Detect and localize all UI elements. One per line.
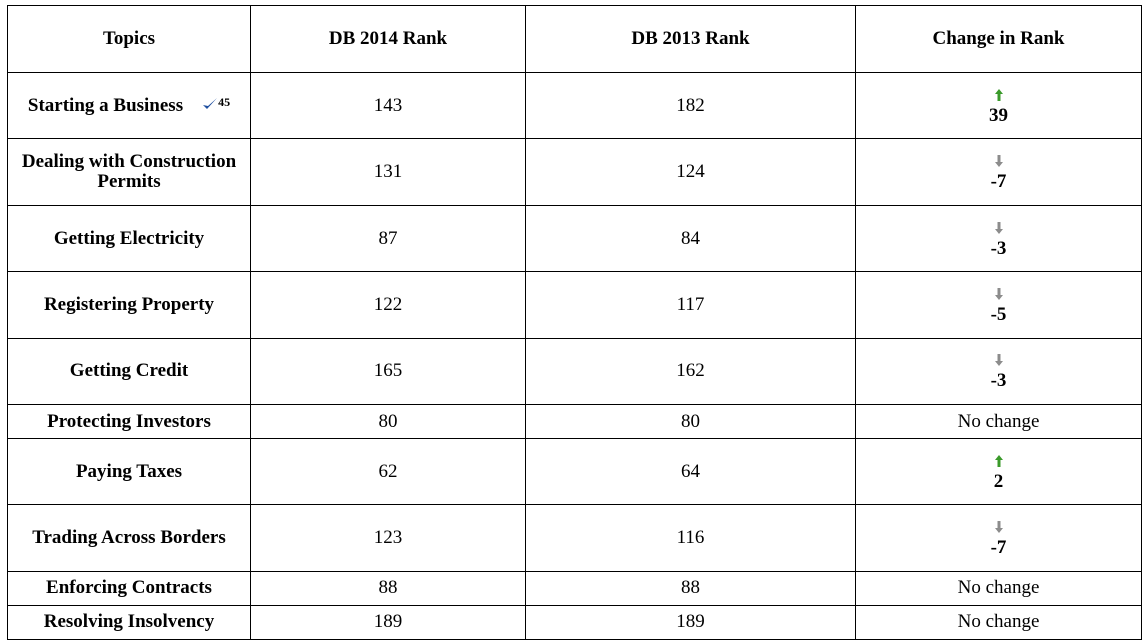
db2014-cell: 80 [250,404,526,440]
arrow [994,221,1003,234]
change-cell: 39 [855,71,1142,140]
up-arrow [994,454,1003,467]
table-row: Getting Credit 165 162 -3 [7,337,1142,406]
down-arrow [994,287,1003,300]
db2013-cell: 162 [525,337,856,406]
db2014-cell: 62 [250,438,526,506]
table-row: Getting Electricity 87 84 -3 [7,204,1142,273]
arrow [994,155,1003,168]
topic: Dealing with Construction Permits [21,151,237,193]
table-row: Trading Across Borders 123 116 -7 [7,504,1142,572]
db2013-cell: 64 [525,438,856,506]
change-value: -7 [990,171,1007,193]
change-cell: -7 [855,138,1142,206]
arrow [994,88,1003,101]
db2014-cell: 143 [250,71,526,140]
topic: Getting Credit [69,360,189,382]
change-value: No change [957,410,1040,432]
table-row: Protecting Investors 80 80 No change [7,404,1142,440]
topic-cell: Getting Electricity [7,204,251,273]
topic-cell: Getting Credit [7,337,251,406]
change-value: -5 [990,303,1007,325]
change-value: No change [957,611,1040,633]
topic: Resolving Insolvency [43,611,215,633]
check-mark [203,97,218,109]
header-row: Topics DB 2014 Rank DB 2013 Rank Change in … [7,5,1142,73]
change-value: 2 [993,470,1004,492]
rank-table: Topics DB 2014 Rank DB 2013 Rank Change in … [7,5,1142,641]
column-header: Change in Rank [855,5,1142,73]
change-cell: No change [855,604,1142,641]
db2014-cell: 87 [250,204,526,273]
topic-cell: Trading Across Borders [7,504,251,572]
db2014-cell: 131 [250,138,526,206]
table-row: Resolving Insolvency 189 189 No change [7,604,1142,641]
db2014-cell: 189 [250,604,526,641]
topic: Trading Across Borders [32,527,226,549]
column-header: DB 2013 Rank [525,5,856,73]
arrow [994,454,1003,467]
db2014-cell: 122 [250,271,526,339]
table-body: Starting a Business 45 143 182 39 Dealing wi… [7,71,1142,641]
db2013-cell: 84 [525,204,856,273]
topic: Starting a Business [27,94,184,116]
db2013-cell: 189 [525,604,856,641]
db2013-cell: 117 [525,271,856,339]
column-header: DB 2014 Rank [250,5,526,73]
change-value: No change [957,577,1040,599]
change-cell: -3 [855,204,1142,273]
table-row: Enforcing Contracts 88 88 No change [7,570,1142,606]
topic-cell: Resolving Insolvency [7,604,251,641]
db2013-cell: 80 [525,404,856,440]
topic-cell: Paying Taxes [7,438,251,506]
change-cell: -7 [855,504,1142,572]
db2014-cell: 123 [250,504,526,572]
db2013-cell: 116 [525,504,856,572]
topic-cell: Starting a Business 45 [7,71,251,140]
topic-cell: Protecting Investors [7,404,251,440]
change-cell: -3 [855,337,1142,406]
table-row: Starting a Business 45 143 182 39 [7,71,1142,140]
table-row: Paying Taxes 62 64 2 [7,438,1142,506]
change-cell: -5 [855,271,1142,339]
down-arrow [994,354,1003,367]
down-arrow [994,221,1003,234]
db2014-cell: 88 [250,570,526,606]
footnote: 45 [218,94,231,109]
db2013-cell: 182 [525,71,856,140]
db2013-cell: 88 [525,570,856,606]
check-icon [203,97,218,109]
change-value: -3 [990,237,1007,259]
arrow [994,354,1003,367]
table-row: Registering Property 122 117 -5 [7,271,1142,339]
change-cell: 2 [855,438,1142,506]
topic: Protecting Investors [47,410,211,432]
db2013-cell: 124 [525,138,856,206]
topic: Registering Property [43,293,215,315]
topic-cell: Enforcing Contracts [7,570,251,606]
arrow [994,287,1003,300]
down-arrow [994,521,1003,534]
db2014-cell: 165 [250,337,526,406]
table-row: Dealing with Construction Permits 131 124 -… [7,138,1142,206]
topic: Enforcing Contracts [46,577,212,599]
change-value: -3 [990,370,1007,392]
topic-cell: Registering Property [7,271,251,339]
down-arrow [994,155,1003,168]
topic: Paying Taxes [75,460,183,482]
change-cell: No change [855,404,1142,440]
up-arrow [994,88,1003,101]
topic: Getting Electricity [53,227,205,249]
change-cell: No change [855,570,1142,606]
change-value: -7 [990,537,1007,559]
column-header: Topics [7,5,251,73]
topic-cell: Dealing with Construction Permits [7,138,251,206]
arrow [994,521,1003,534]
change-value: 39 [989,104,1008,126]
